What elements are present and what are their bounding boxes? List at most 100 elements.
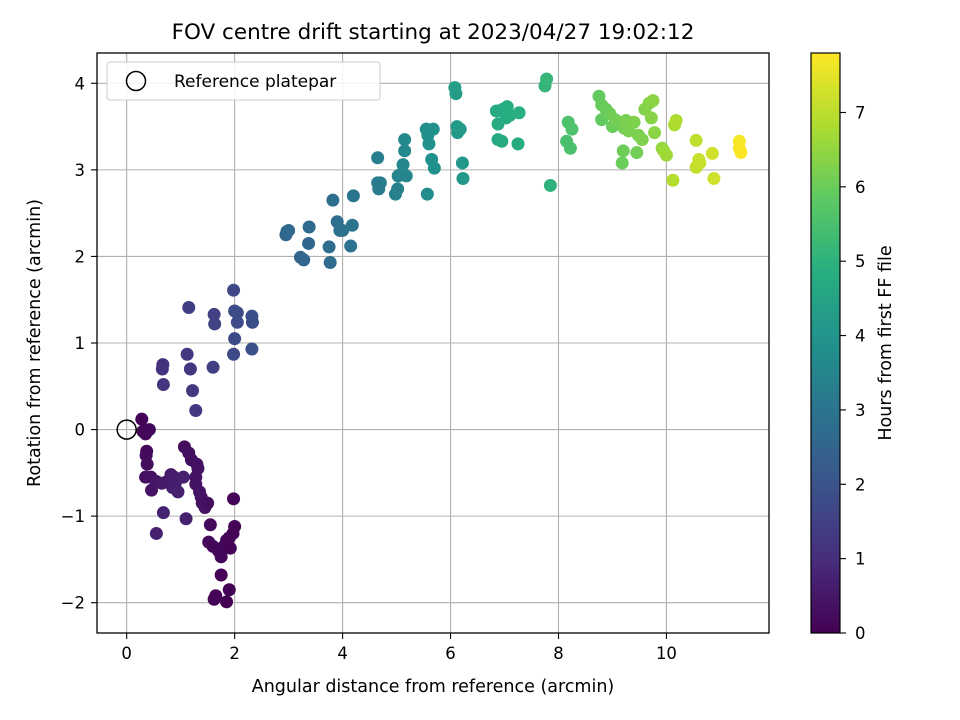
colorbar-tick-label: 3 xyxy=(855,401,866,420)
data-point xyxy=(630,146,644,160)
data-point xyxy=(344,239,358,253)
colorbar-tick-label: 1 xyxy=(855,550,866,569)
data-point xyxy=(208,317,222,331)
data-point xyxy=(227,347,241,361)
data-point xyxy=(707,172,721,186)
data-point xyxy=(399,169,413,183)
data-point xyxy=(326,193,340,207)
data-point xyxy=(648,126,662,140)
legend-label: Reference platepar xyxy=(174,72,336,92)
y-tick-label: 0 xyxy=(75,421,86,440)
data-point xyxy=(201,496,215,510)
colorbar-gradient xyxy=(810,52,841,634)
colorbar-tick-label: 7 xyxy=(855,103,866,122)
y-tick-label: 3 xyxy=(75,161,86,180)
data-point xyxy=(228,520,242,534)
data-point xyxy=(427,161,441,175)
data-point xyxy=(179,512,193,526)
data-point xyxy=(426,122,440,136)
data-point xyxy=(180,347,194,361)
data-point xyxy=(398,133,412,147)
data-point xyxy=(565,122,579,136)
data-point xyxy=(346,189,360,203)
colorbar-tick-label: 0 xyxy=(855,624,866,643)
data-point xyxy=(220,595,234,609)
data-point xyxy=(666,173,680,187)
x-axis-label: Angular distance from reference (arcmin) xyxy=(252,677,615,697)
legend-reference-marker xyxy=(125,70,147,92)
data-point xyxy=(214,568,228,582)
data-point xyxy=(336,223,350,237)
colorbar-tick-label: 6 xyxy=(855,178,866,197)
data-point xyxy=(693,156,707,170)
data-point xyxy=(616,144,630,158)
data-point xyxy=(155,362,169,376)
data-point xyxy=(182,301,196,315)
y-tick-label: 4 xyxy=(75,74,86,93)
x-tick-label: 4 xyxy=(337,644,348,663)
data-point xyxy=(391,182,405,196)
data-point xyxy=(207,592,221,606)
data-point xyxy=(659,148,673,162)
x-tick-label: 6 xyxy=(445,644,456,663)
data-point xyxy=(282,223,296,237)
data-point xyxy=(214,550,228,564)
data-point xyxy=(227,283,241,297)
data-point xyxy=(135,412,149,426)
data-point xyxy=(189,404,203,418)
data-point xyxy=(455,156,469,170)
data-point xyxy=(206,360,220,374)
data-point xyxy=(183,362,197,376)
colorbar-ticks: 0 1 2 3 4 5 6 7 xyxy=(840,103,866,643)
data-point xyxy=(176,470,190,484)
data-point xyxy=(149,526,163,540)
y-tick-label: 1 xyxy=(75,334,86,353)
data-points xyxy=(135,72,748,609)
x-tick-label: 10 xyxy=(656,644,677,663)
data-point xyxy=(422,137,436,151)
data-point xyxy=(171,485,185,499)
data-point xyxy=(689,133,703,147)
data-point xyxy=(371,151,385,165)
data-point xyxy=(222,583,236,597)
data-point xyxy=(644,111,658,125)
data-point xyxy=(398,144,412,158)
data-point xyxy=(230,306,244,320)
data-point xyxy=(302,220,316,234)
data-point xyxy=(140,457,154,471)
data-point xyxy=(615,156,629,170)
x-axis-ticks: 0 2 4 6 8 10 xyxy=(121,633,677,663)
y-tick-label: −1 xyxy=(61,507,85,526)
data-point xyxy=(139,427,153,441)
data-point xyxy=(453,122,467,136)
colorbar-tick-label: 4 xyxy=(855,327,866,346)
data-point xyxy=(635,133,649,147)
y-axis-ticks: −2 −1 0 1 2 3 4 xyxy=(61,74,97,613)
reference-platepar-marker xyxy=(116,419,137,440)
chart-title: FOV centre drift starting at 2023/04/27 … xyxy=(172,20,695,45)
data-point xyxy=(297,253,311,267)
x-tick-label: 8 xyxy=(553,644,564,663)
data-point xyxy=(345,218,359,232)
data-point xyxy=(734,146,748,160)
data-point xyxy=(186,384,200,398)
data-point xyxy=(543,178,557,192)
data-point xyxy=(228,332,242,346)
data-point xyxy=(420,187,434,201)
data-point xyxy=(227,492,241,506)
y-tick-label: −2 xyxy=(61,594,85,613)
data-point xyxy=(245,315,259,329)
legend-box xyxy=(106,61,381,101)
data-point xyxy=(669,114,683,128)
data-point xyxy=(540,72,554,86)
data-point xyxy=(449,87,463,101)
data-point xyxy=(512,106,526,120)
x-tick-label: 0 xyxy=(121,644,132,663)
data-point xyxy=(156,506,170,520)
colorbar-tick-label: 2 xyxy=(855,475,866,494)
data-point xyxy=(456,172,470,186)
data-point xyxy=(627,115,641,129)
y-tick-label: 2 xyxy=(75,247,86,266)
colorbar: 0 1 2 3 4 5 6 7 Hours from first FF file xyxy=(810,52,896,643)
data-point xyxy=(608,113,622,127)
